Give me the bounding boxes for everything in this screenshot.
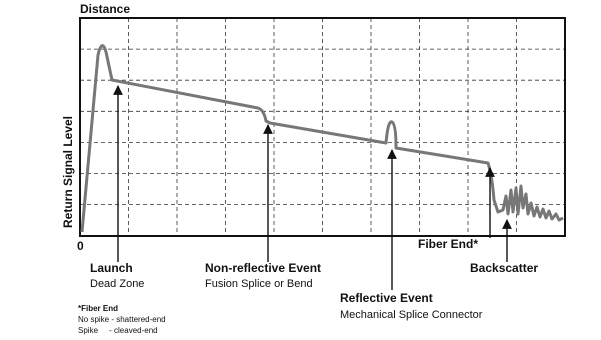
grid [80,18,565,236]
event-title: Non-reflective Event [205,261,321,275]
origin-label: 0 [77,239,84,253]
event-title: Backscatter [470,261,538,275]
note-line: Spike - cleaved-end [78,326,158,335]
event-subtitle: Mechanical Splice Connector [340,309,483,321]
event-subtitle: Dead Zone [90,278,144,290]
event-subtitle: Fusion Splice or Bend [205,278,313,290]
title: Distance [80,2,130,16]
note-title: *Fiber End [78,304,118,313]
note-line: No spike - shattered-end [78,315,166,324]
trace [80,44,564,233]
y-axis-label: Return Signal Level [61,116,75,228]
plot-frame [79,17,566,237]
event-title: Fiber End* [418,237,478,251]
event-title: Launch [90,261,133,275]
event-title: Reflective Event [340,291,433,305]
